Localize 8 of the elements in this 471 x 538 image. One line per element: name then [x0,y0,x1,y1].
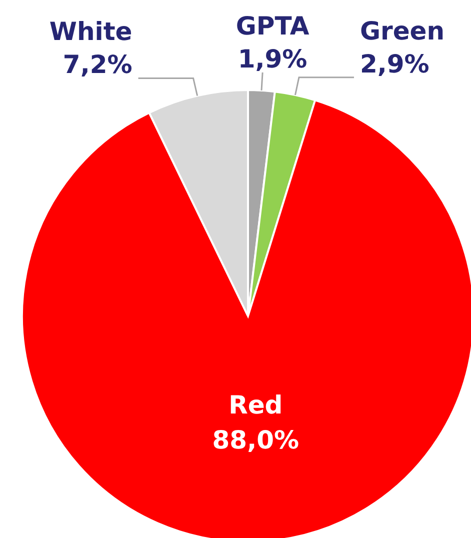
data-label: 88,0% [212,425,300,454]
data-label: 1,9% [238,44,308,74]
slice-label: Red [228,390,283,420]
slice-label: GPTA [236,11,310,40]
data-label: 2,9% [360,49,430,78]
slice-label: Green [360,16,445,46]
data-label: 7,2% [62,50,132,80]
slice-label: White [49,17,132,46]
